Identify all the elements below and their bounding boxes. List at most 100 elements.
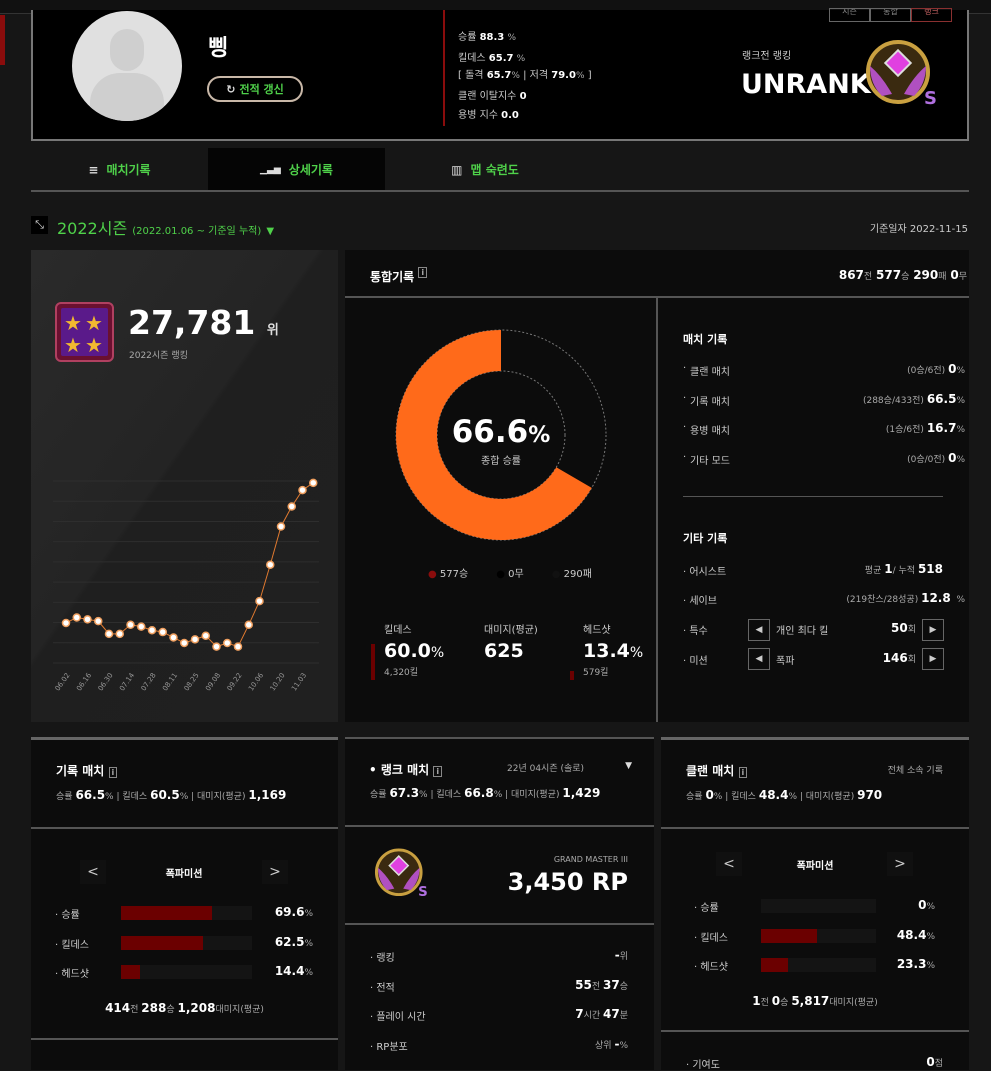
match-records-title: 매치 기록: [683, 333, 728, 346]
win-rate-label: 종합 승률: [481, 456, 521, 467]
stat-row-value: 0%: [918, 898, 935, 912]
stat-bar-track: [761, 928, 876, 943]
data-point: [158, 627, 167, 637]
data-point: [233, 642, 243, 651]
profile-card: [31, 10, 969, 141]
tab-match-record[interactable]: ≡ 매치기록: [88, 162, 151, 178]
stat-bar-track: [121, 906, 252, 920]
data-point: [83, 615, 92, 624]
data-point: [115, 629, 124, 639]
mode-button-total[interactable]: 통합: [870, 8, 911, 22]
dropdown-arrow-icon: ▼: [266, 226, 275, 237]
refresh-button[interactable]: ↻ 전적 갱신: [207, 76, 303, 102]
special-prev-button[interactable]: ◀: [748, 619, 770, 641]
save-label: · 세이브: [683, 596, 717, 607]
svg-text:★: ★: [85, 311, 103, 335]
mode-next-button[interactable]: >: [262, 860, 288, 884]
rank-trend-chart: 06.02 06.16 06.30 07.14 07.28 08.11 08.25 09.08…: [53, 478, 319, 693]
avatar: [72, 11, 182, 121]
tab-detail-record[interactable]: ▁▃▅ 상세기록: [208, 148, 385, 191]
stat-bar-fill: [121, 935, 203, 950]
assist-label: · 어시스트: [683, 567, 727, 578]
rank-match-panel: [345, 737, 654, 1070]
match-record-value: (1승/6전) 16.7%: [885, 421, 965, 436]
rank-label: 랭크전 랭킹: [742, 51, 792, 62]
list-icon: ≡: [88, 162, 99, 177]
info-icon[interactable]: i: [108, 767, 118, 778]
clan-match-stats: 승률 0% | 킬데스 48.4% | 대미지(평균) 970: [686, 788, 883, 802]
x-tick-label: 10.20: [269, 672, 287, 693]
x-tick-label: 10.06: [247, 671, 265, 692]
rank-season-dropdown[interactable]: 22년 04시즌 (솔로) ▼: [507, 761, 632, 774]
stat-clan-leave: 클랜 이탈지수 0: [458, 91, 527, 102]
x-tick-label: 07.14: [118, 671, 136, 692]
clan-mode-next-button[interactable]: >: [887, 852, 913, 876]
stat-row-label: · 헤드샷: [55, 969, 89, 980]
stat-row-label: · 승률: [694, 903, 719, 914]
data-point: [147, 625, 157, 635]
mode-button-season[interactable]: 시즌: [829, 8, 870, 22]
svg-text:★: ★: [85, 333, 103, 357]
overall-kd: 60.0%: [384, 640, 445, 662]
tab-map-mastery[interactable]: ▥ 맵 숙련도: [451, 162, 519, 178]
stat-bar-fill: [121, 906, 213, 920]
donut-legend: ● 577승 ● 0무 ● 290패: [428, 569, 592, 580]
clan-match-title: 클랜 매치 i: [686, 762, 748, 779]
bullet: ·: [683, 422, 687, 434]
data-point: [309, 478, 318, 488]
data-point: [61, 618, 71, 628]
svg-text:★: ★: [64, 311, 82, 335]
overall-kd-label: 킬데스: [384, 625, 412, 636]
map-icon: ▥: [451, 162, 463, 177]
info-icon[interactable]: i: [418, 267, 428, 278]
stat-row-label: · 헤드샷: [694, 962, 728, 973]
rank-row-value: 상위 -%: [595, 1036, 628, 1051]
x-tick-label: 06.30: [97, 672, 115, 693]
stat-merc: 용병 지수 0.0: [458, 110, 519, 121]
match-record-label: 기록 매치: [690, 396, 730, 408]
overall-hs-label: 헤드샷: [583, 625, 611, 636]
info-icon[interactable]: i: [433, 766, 443, 777]
svg-text:S: S: [924, 88, 937, 109]
divider: [31, 827, 338, 829]
info-icon[interactable]: i: [738, 767, 748, 778]
overall-title: 통합기록 i: [370, 267, 428, 285]
clan-scope-link[interactable]: 전체 소속 기록: [887, 766, 943, 776]
special-item: 개인 최다 킬: [776, 626, 829, 637]
stat-row-value: 14.4%: [274, 964, 313, 978]
mission-value: 146회: [882, 651, 916, 665]
x-tick-label: 06.16: [75, 671, 93, 692]
rank-row-label: · 랭킹: [370, 953, 395, 964]
data-point: [266, 560, 275, 569]
base-date: 기준일자 2022-11-15: [869, 224, 968, 235]
tabs-underline: [31, 190, 969, 192]
mode-button-rank[interactable]: 랭크: [911, 8, 952, 22]
x-tick-label: 08.25: [183, 672, 201, 693]
contribution-value: 0점: [926, 1055, 943, 1069]
win-rate-value: 66.6%: [451, 414, 551, 450]
data-point: [169, 633, 178, 642]
side-accent: [0, 15, 5, 65]
mode-prev-button[interactable]: <: [80, 860, 106, 884]
mission-next-button[interactable]: ▶: [922, 648, 944, 670]
kd-accent: [371, 644, 375, 680]
data-point: [72, 613, 81, 622]
clan-match-footer: 1전 0승 5,817대미지(평균): [752, 994, 878, 1008]
divider: [661, 827, 969, 829]
divider: [31, 1038, 338, 1040]
svg-text:★: ★: [64, 333, 82, 357]
overall-hs-kills: 579킬: [583, 668, 609, 678]
mission-prev-button[interactable]: ◀: [748, 648, 770, 670]
match-record-value: (288승/433전) 66.5%: [862, 391, 965, 406]
stat-row-label: · 승률: [55, 910, 80, 921]
data-point: [137, 622, 146, 631]
rank-badge-icon: ★ ★★ ★: [55, 302, 114, 362]
stat-bar-track: [761, 899, 876, 913]
data-point: [94, 616, 103, 626]
x-tick-label: 08.11: [161, 672, 179, 693]
match-record-label: 기타 모드: [690, 455, 730, 467]
season-selector[interactable]: 2022시즌 (2022.01.06 ~ 기준일 누적) ▼: [57, 219, 275, 238]
grandmaster-emblem-icon: S: [866, 40, 937, 109]
special-next-button[interactable]: ▶: [922, 619, 944, 641]
clan-mode-prev-button[interactable]: <: [716, 852, 742, 876]
